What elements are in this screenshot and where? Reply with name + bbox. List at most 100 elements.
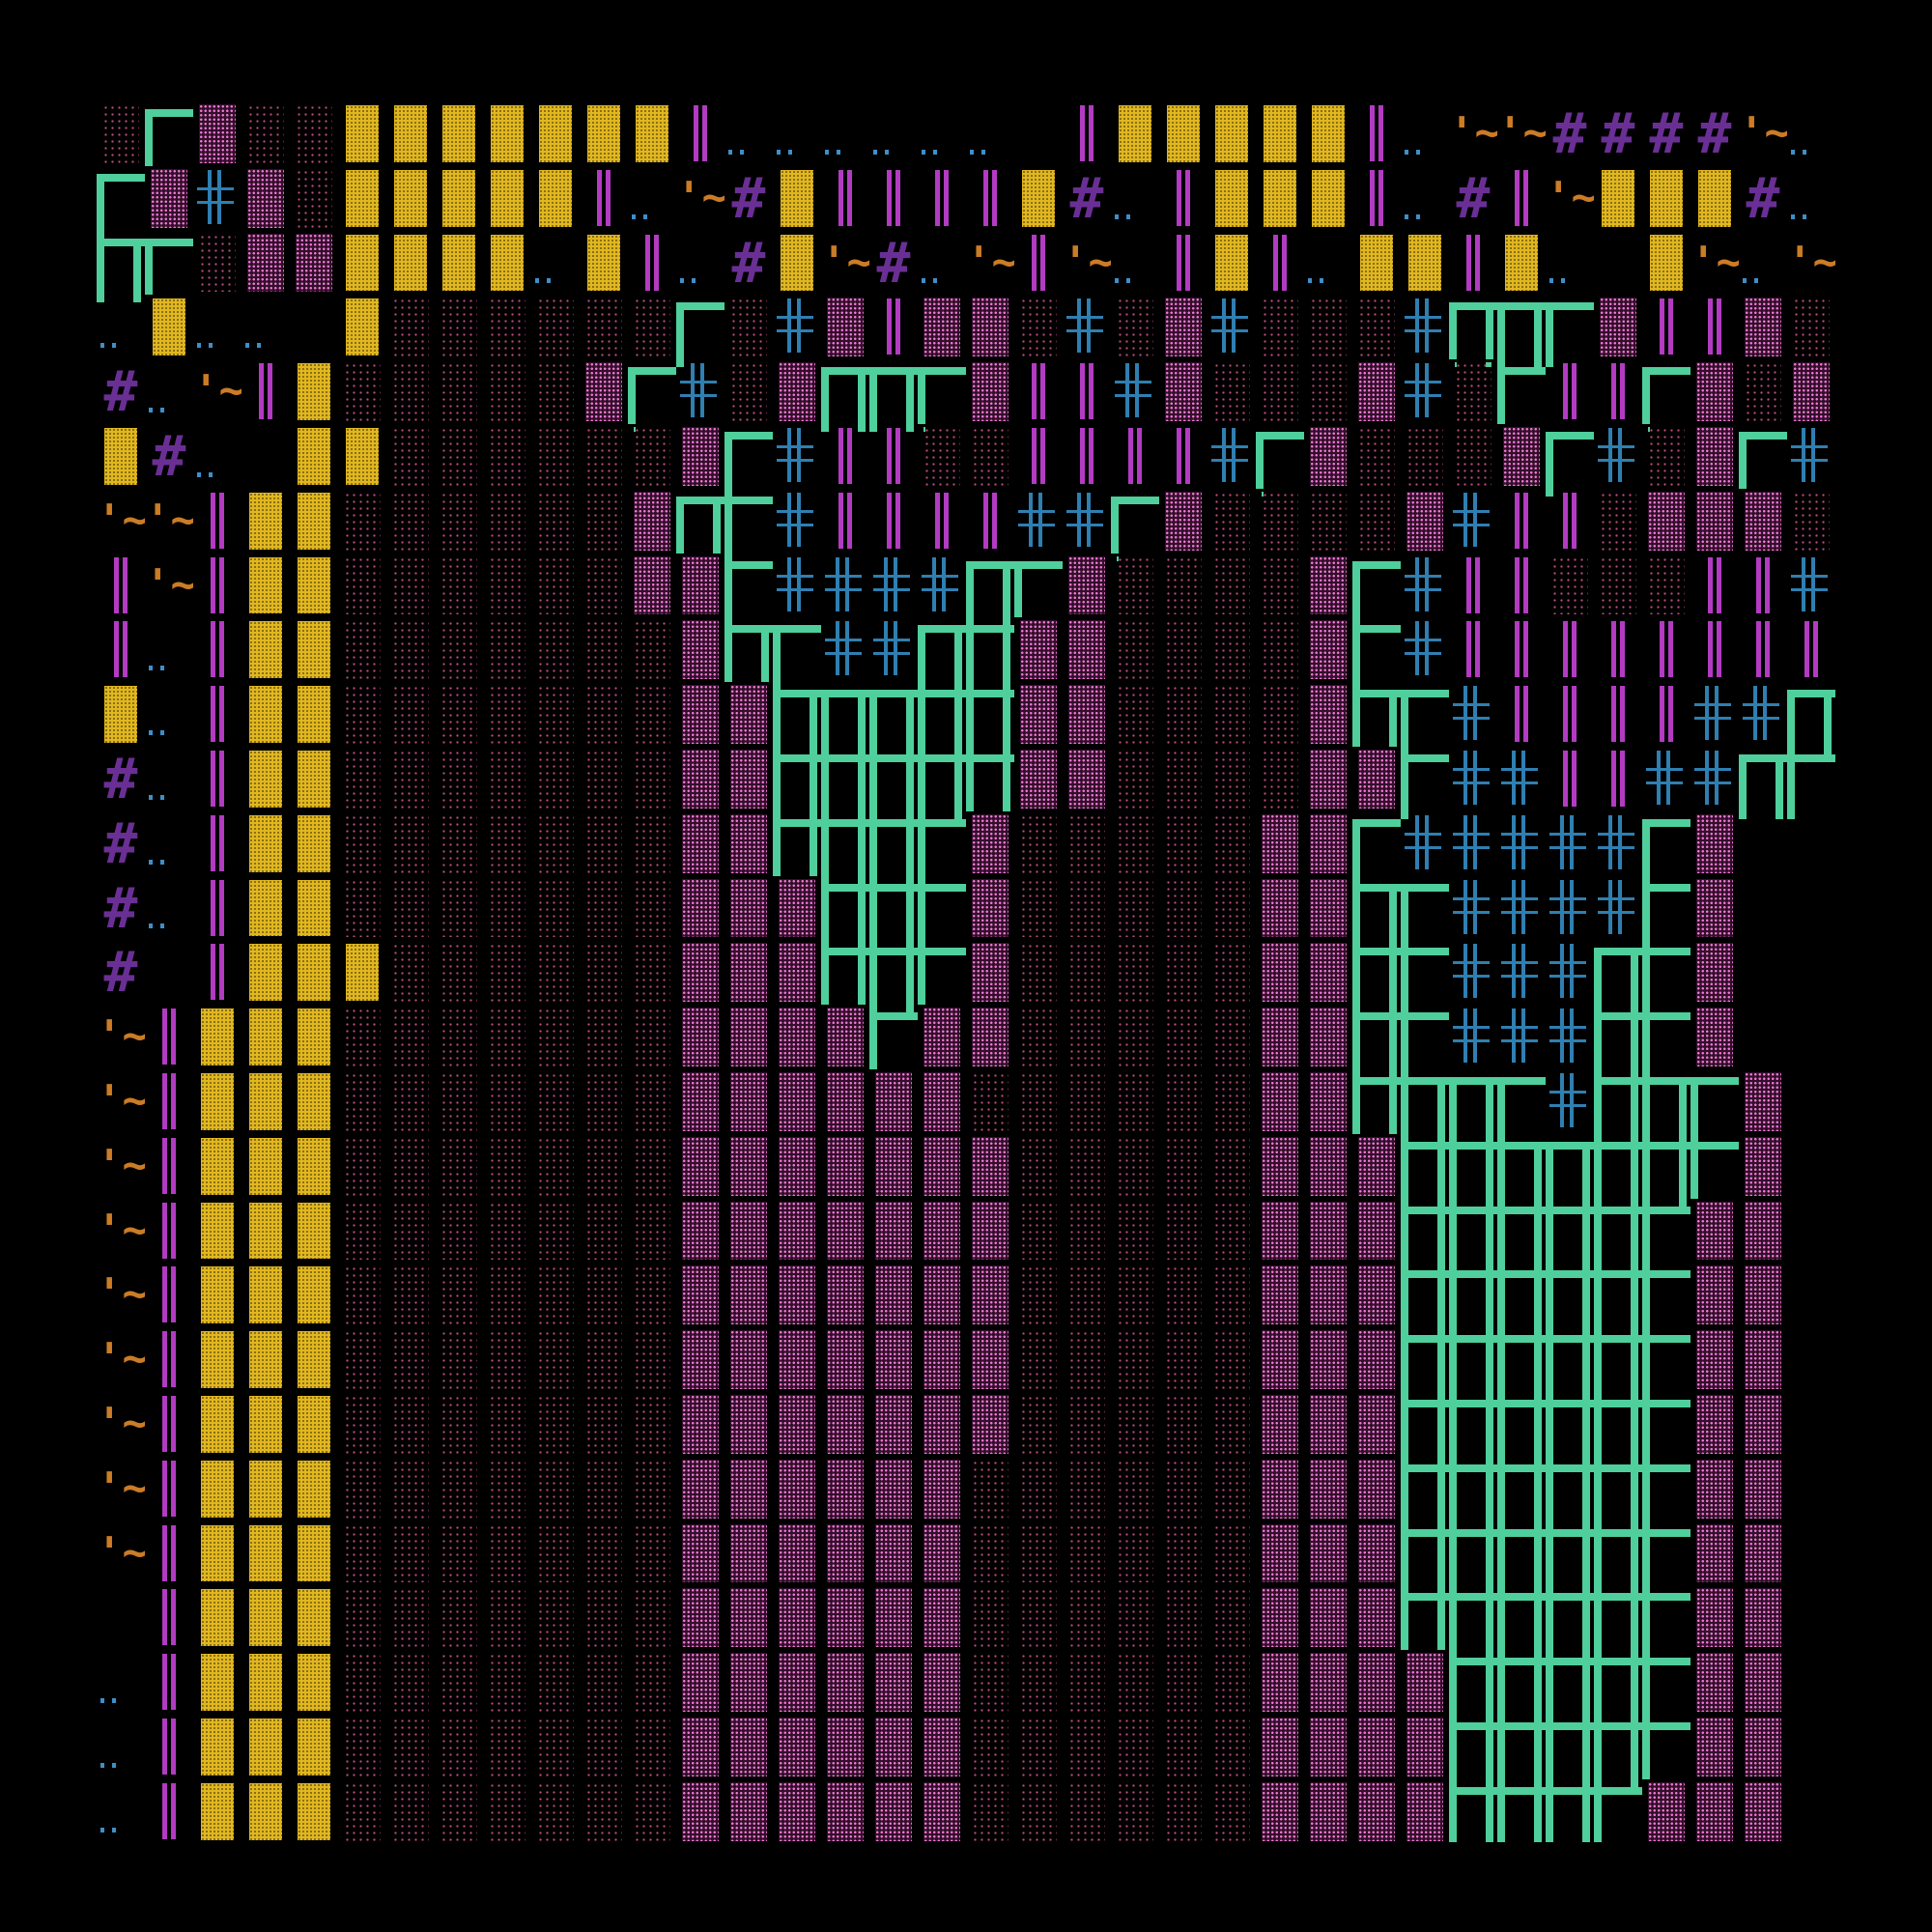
block-tile <box>242 1715 290 1779</box>
rubble-dense-tile <box>1063 553 1111 618</box>
rubble-sparse-tile <box>1014 1133 1063 1199</box>
arch-corner-tile <box>1642 1206 1690 1271</box>
rubble-dense-tile <box>724 1520 773 1586</box>
lattice-tile <box>1546 876 1594 941</box>
rubble-sparse-tile <box>580 875 628 941</box>
game-map: '~''~'####'~''~'###'~'##'~'#'~''~''~''~'… <box>97 101 1835 1842</box>
rubble-dense-tile <box>869 1456 918 1521</box>
lattice-tile <box>1546 1005 1594 1069</box>
tilde-tile: '~' <box>1546 172 1594 222</box>
rubble-dense-tile <box>966 1327 1014 1392</box>
door-column-tile <box>983 169 997 226</box>
block-tile <box>1642 230 1690 296</box>
rubble-sparse-tile <box>531 1456 580 1521</box>
rubble-sparse-tile <box>1111 1650 1159 1715</box>
rubble-sparse-tile <box>338 810 386 876</box>
block-tile <box>290 940 338 1006</box>
block-tile <box>242 617 290 683</box>
arch-span-tile <box>918 754 966 819</box>
block-tile <box>290 875 338 941</box>
arch-span-tile <box>773 818 821 884</box>
arch-corner-tile <box>869 1012 918 1077</box>
arch-span-tile <box>1594 948 1642 1013</box>
block-tile <box>193 1069 242 1134</box>
arch-span-tile <box>1401 1528 1449 1594</box>
floor-dots-tile <box>918 101 966 166</box>
lattice-tile <box>1111 359 1159 424</box>
rubble-dense-tile <box>1642 1778 1690 1842</box>
floor-dots-tile <box>145 876 193 941</box>
block-tile <box>435 165 483 231</box>
rubble-sparse-tile <box>628 682 676 747</box>
rubble-dense-tile <box>966 1392 1014 1457</box>
arch-span-tile <box>1594 1593 1642 1659</box>
rubble-sparse-tile <box>1159 1585 1208 1651</box>
lattice-tile <box>1787 424 1835 489</box>
lattice-tile <box>773 424 821 489</box>
rubble-sparse-tile <box>483 295 531 360</box>
arch-span-tile <box>1594 1463 1642 1529</box>
rubble-dense-tile <box>1256 1133 1304 1199</box>
lattice-tile <box>821 617 869 682</box>
door-column-tile <box>838 169 852 226</box>
tilde-tile: '~' <box>1063 237 1111 287</box>
block-tile <box>193 1263 242 1328</box>
rubble-dense-tile <box>1256 1585 1304 1651</box>
rubble-dense-tile <box>821 1392 869 1457</box>
rubble-dense-tile <box>1304 940 1352 1006</box>
rubble-sparse-tile <box>1208 1198 1256 1264</box>
rubble-dense-tile <box>1014 682 1063 747</box>
arch-span-tile <box>1497 1658 1546 1722</box>
floor-dots-tile <box>145 747 193 811</box>
rubble-dense-tile <box>869 1069 918 1134</box>
block-tile <box>242 1263 290 1328</box>
block-tile <box>290 488 338 554</box>
rubble-dense-tile <box>821 1650 869 1715</box>
rubble-sparse-tile <box>1208 1263 1256 1328</box>
floor-dots-tile <box>97 295 145 359</box>
rubble-sparse-tile <box>628 1133 676 1199</box>
rubble-sparse-tile <box>1159 1650 1208 1715</box>
arch-corner-tile <box>918 367 966 432</box>
floor-dots-tile <box>724 101 773 166</box>
block-tile <box>242 1198 290 1264</box>
door-column-tile <box>162 1137 176 1194</box>
arch-span-tile <box>1449 1528 1497 1594</box>
door-column-tile <box>1177 169 1190 226</box>
floor-dots-tile <box>145 617 193 682</box>
rubble-dense-tile <box>821 1456 869 1521</box>
lattice-tile <box>1497 876 1546 941</box>
rubble-dense-tile <box>1739 1650 1787 1715</box>
rubble-sparse-tile <box>1063 1520 1111 1586</box>
rubble-sparse-tile <box>386 1327 435 1392</box>
rubble-sparse-tile <box>1111 1585 1159 1651</box>
arch-span-tile <box>1546 1141 1594 1207</box>
rubble-sparse-tile <box>1063 1392 1111 1457</box>
floor-dots-tile <box>1787 101 1835 166</box>
rubble-sparse-tile <box>1063 875 1111 941</box>
rubble-dense-tile <box>821 1327 869 1392</box>
rubble-dense-tile <box>869 1263 918 1328</box>
rubble-sparse-tile <box>338 553 386 618</box>
rubble-sparse-tile <box>1159 617 1208 683</box>
rubble-sparse-tile <box>338 682 386 747</box>
door-column-tile <box>162 1589 176 1646</box>
rubble-sparse-tile <box>1014 875 1063 941</box>
arch-span-tile <box>1546 1722 1594 1787</box>
arch-span-tile <box>1546 1270 1594 1336</box>
floor-dots-tile <box>193 295 242 359</box>
arch-span-tile <box>1401 1463 1449 1529</box>
lattice-tile <box>1497 940 1546 1005</box>
rubble-dense-tile <box>1787 359 1835 424</box>
door-column-tile <box>887 492 900 549</box>
rubble-sparse-tile <box>483 1585 531 1651</box>
rubble-dense-tile <box>1256 1005 1304 1069</box>
floor-dots-tile <box>1787 166 1835 231</box>
arch-corner-tile <box>1642 1400 1690 1464</box>
door-column-tile <box>1563 621 1577 678</box>
rubble-sparse-tile <box>1208 553 1256 618</box>
rubble-sparse-tile <box>1159 747 1208 811</box>
block-tile <box>242 1392 290 1457</box>
door-column-tile <box>838 492 852 549</box>
door-column-tile <box>162 1719 176 1775</box>
